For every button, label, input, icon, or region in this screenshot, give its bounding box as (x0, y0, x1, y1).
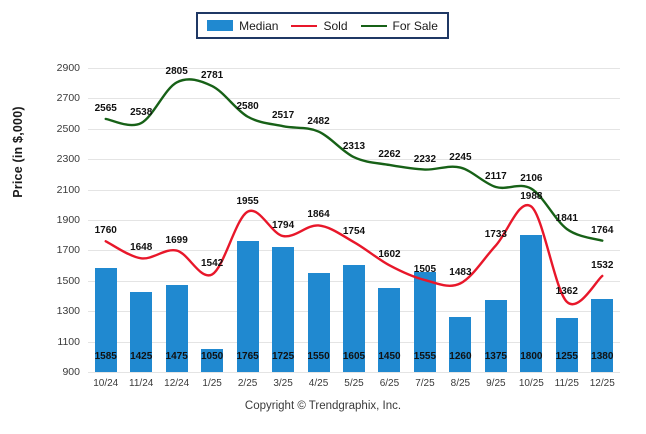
line-value-label: 1532 (591, 259, 614, 271)
x-axis-tick-label: 9/25 (486, 378, 506, 389)
bar-value-label: 1555 (413, 351, 437, 362)
bar-value-label: 1375 (484, 351, 507, 362)
gridline (88, 159, 620, 161)
line-value-label: 1483 (449, 267, 472, 279)
legend-item-sold[interactable]: Sold (291, 18, 348, 33)
legend-item-for-sale[interactable]: For Sale (360, 18, 438, 33)
legend-label-median: Median (239, 18, 279, 33)
bar-value-label: 1800 (520, 351, 543, 362)
line-swatch-icon-for-sale (360, 24, 387, 27)
y-axis-title: Price (in $,000) (11, 106, 25, 198)
bar-median[interactable] (201, 349, 224, 372)
line-value-label: 1699 (165, 234, 188, 246)
bar-value-label: 1450 (378, 351, 401, 362)
x-axis-tick-label: 11/24 (129, 378, 154, 389)
x-axis-tick-label: 10/25 (518, 378, 544, 389)
x-axis-tick-label: 4/25 (308, 378, 329, 389)
copyright-note: Copyright © Trendgraphix, Inc. (244, 400, 402, 412)
bar-median[interactable] (130, 292, 153, 372)
bar-value-label: 1380 (591, 351, 614, 362)
x-axis-tick-label: 7/25 (415, 378, 435, 389)
line-value-label: 1754 (342, 226, 366, 238)
y-axis-tick-label: 1300 (56, 305, 80, 318)
bar-median[interactable] (591, 299, 614, 372)
y-axis-tick-label: 2300 (56, 153, 80, 166)
x-axis-tick-label: 2/25 (237, 378, 258, 389)
y-axis-tick-label: 1700 (56, 244, 80, 257)
bar-value-label: 1475 (165, 351, 188, 362)
line-value-label: 2805 (165, 66, 188, 78)
x-axis-tick-label: 10/24 (93, 378, 119, 389)
bar-swatch-icon (207, 20, 234, 31)
x-axis-tick-label: 8/25 (450, 378, 471, 389)
line-value-label: 1841 (555, 212, 578, 224)
bar-value-label: 1765 (236, 351, 259, 362)
line-value-label: 2781 (201, 70, 224, 82)
line-value-label: 2106 (520, 172, 543, 184)
line-value-label: 1362 (555, 285, 578, 297)
bar-value-label: 1260 (449, 351, 472, 362)
y-axis-tick-label: 2100 (56, 183, 80, 196)
legend-label-sold: Sold (323, 18, 348, 33)
bar-median[interactable] (378, 288, 401, 372)
line-swatch-icon-sold (291, 24, 318, 27)
y-axis-tick-label: 1500 (56, 274, 80, 287)
bar-value-label: 1605 (342, 351, 366, 362)
legend-item-median[interactable]: Median (207, 19, 278, 33)
line-value-label: 1794 (271, 220, 295, 232)
line-value-label: 1648 (130, 242, 153, 254)
line-value-label: 1760 (94, 225, 117, 237)
line-value-label: 1764 (591, 224, 614, 236)
bar-median[interactable] (449, 317, 472, 372)
x-axis-tick-label: 3/25 (273, 378, 293, 389)
line-value-label: 2262 (378, 148, 401, 160)
gridline (88, 98, 620, 100)
chart-legend: Median Sold For Sale (196, 12, 449, 39)
legend-label-for-sale: For Sale (392, 18, 438, 33)
gridline (88, 372, 620, 373)
line-value-label: 1988 (520, 190, 543, 202)
line-value-label: 2538 (130, 107, 153, 119)
line-value-label: 2565 (94, 102, 117, 114)
gridline (88, 220, 620, 221)
bar-value-label: 1425 (130, 351, 153, 362)
line-value-label: 2232 (413, 153, 437, 165)
x-axis-tick-label: 6/25 (379, 378, 400, 389)
line-value-label: 1602 (378, 249, 401, 261)
x-axis-tick-label: 1/25 (202, 378, 222, 389)
bar-value-label: 1550 (307, 351, 330, 362)
y-axis-tick-label: 2500 (56, 122, 80, 135)
bar-value-label: 1725 (271, 351, 295, 362)
line-value-label: 2517 (271, 110, 295, 122)
y-axis-tick-label: 900 (62, 366, 80, 378)
line-value-label: 1505 (413, 264, 437, 276)
bar-median[interactable] (555, 318, 578, 372)
gridline (88, 128, 620, 130)
x-axis-tick-label: 11/25 (554, 378, 579, 389)
y-axis-tick-label: 2900 (56, 62, 80, 74)
line-value-label: 1542 (201, 258, 224, 270)
line-value-label: 2313 (342, 141, 366, 153)
gridline (88, 68, 620, 69)
x-axis-tick-label: 12/24 (164, 378, 190, 389)
x-axis-tick-label: 12/25 (589, 378, 615, 389)
line-value-label: 2245 (449, 151, 472, 163)
y-axis-tick-label: 1900 (56, 214, 80, 226)
line-value-label: 2482 (307, 115, 330, 127)
y-axis-tick-label: 1100 (57, 335, 80, 348)
bar-value-label: 1255 (555, 351, 578, 362)
line-value-label: 2580 (236, 100, 259, 112)
x-axis-tick-label: 5/25 (344, 378, 364, 389)
line-value-label: 2117 (485, 171, 507, 183)
bar-value-label: 1050 (201, 351, 224, 362)
line-value-label: 1733 (484, 229, 507, 241)
bar-median[interactable] (165, 284, 188, 372)
line-value-label: 1955 (236, 195, 259, 207)
bar-value-label: 1585 (94, 351, 117, 362)
y-axis-tick-label: 2700 (56, 92, 80, 105)
line-value-label: 1864 (307, 209, 330, 221)
bar-median[interactable] (484, 299, 507, 372)
